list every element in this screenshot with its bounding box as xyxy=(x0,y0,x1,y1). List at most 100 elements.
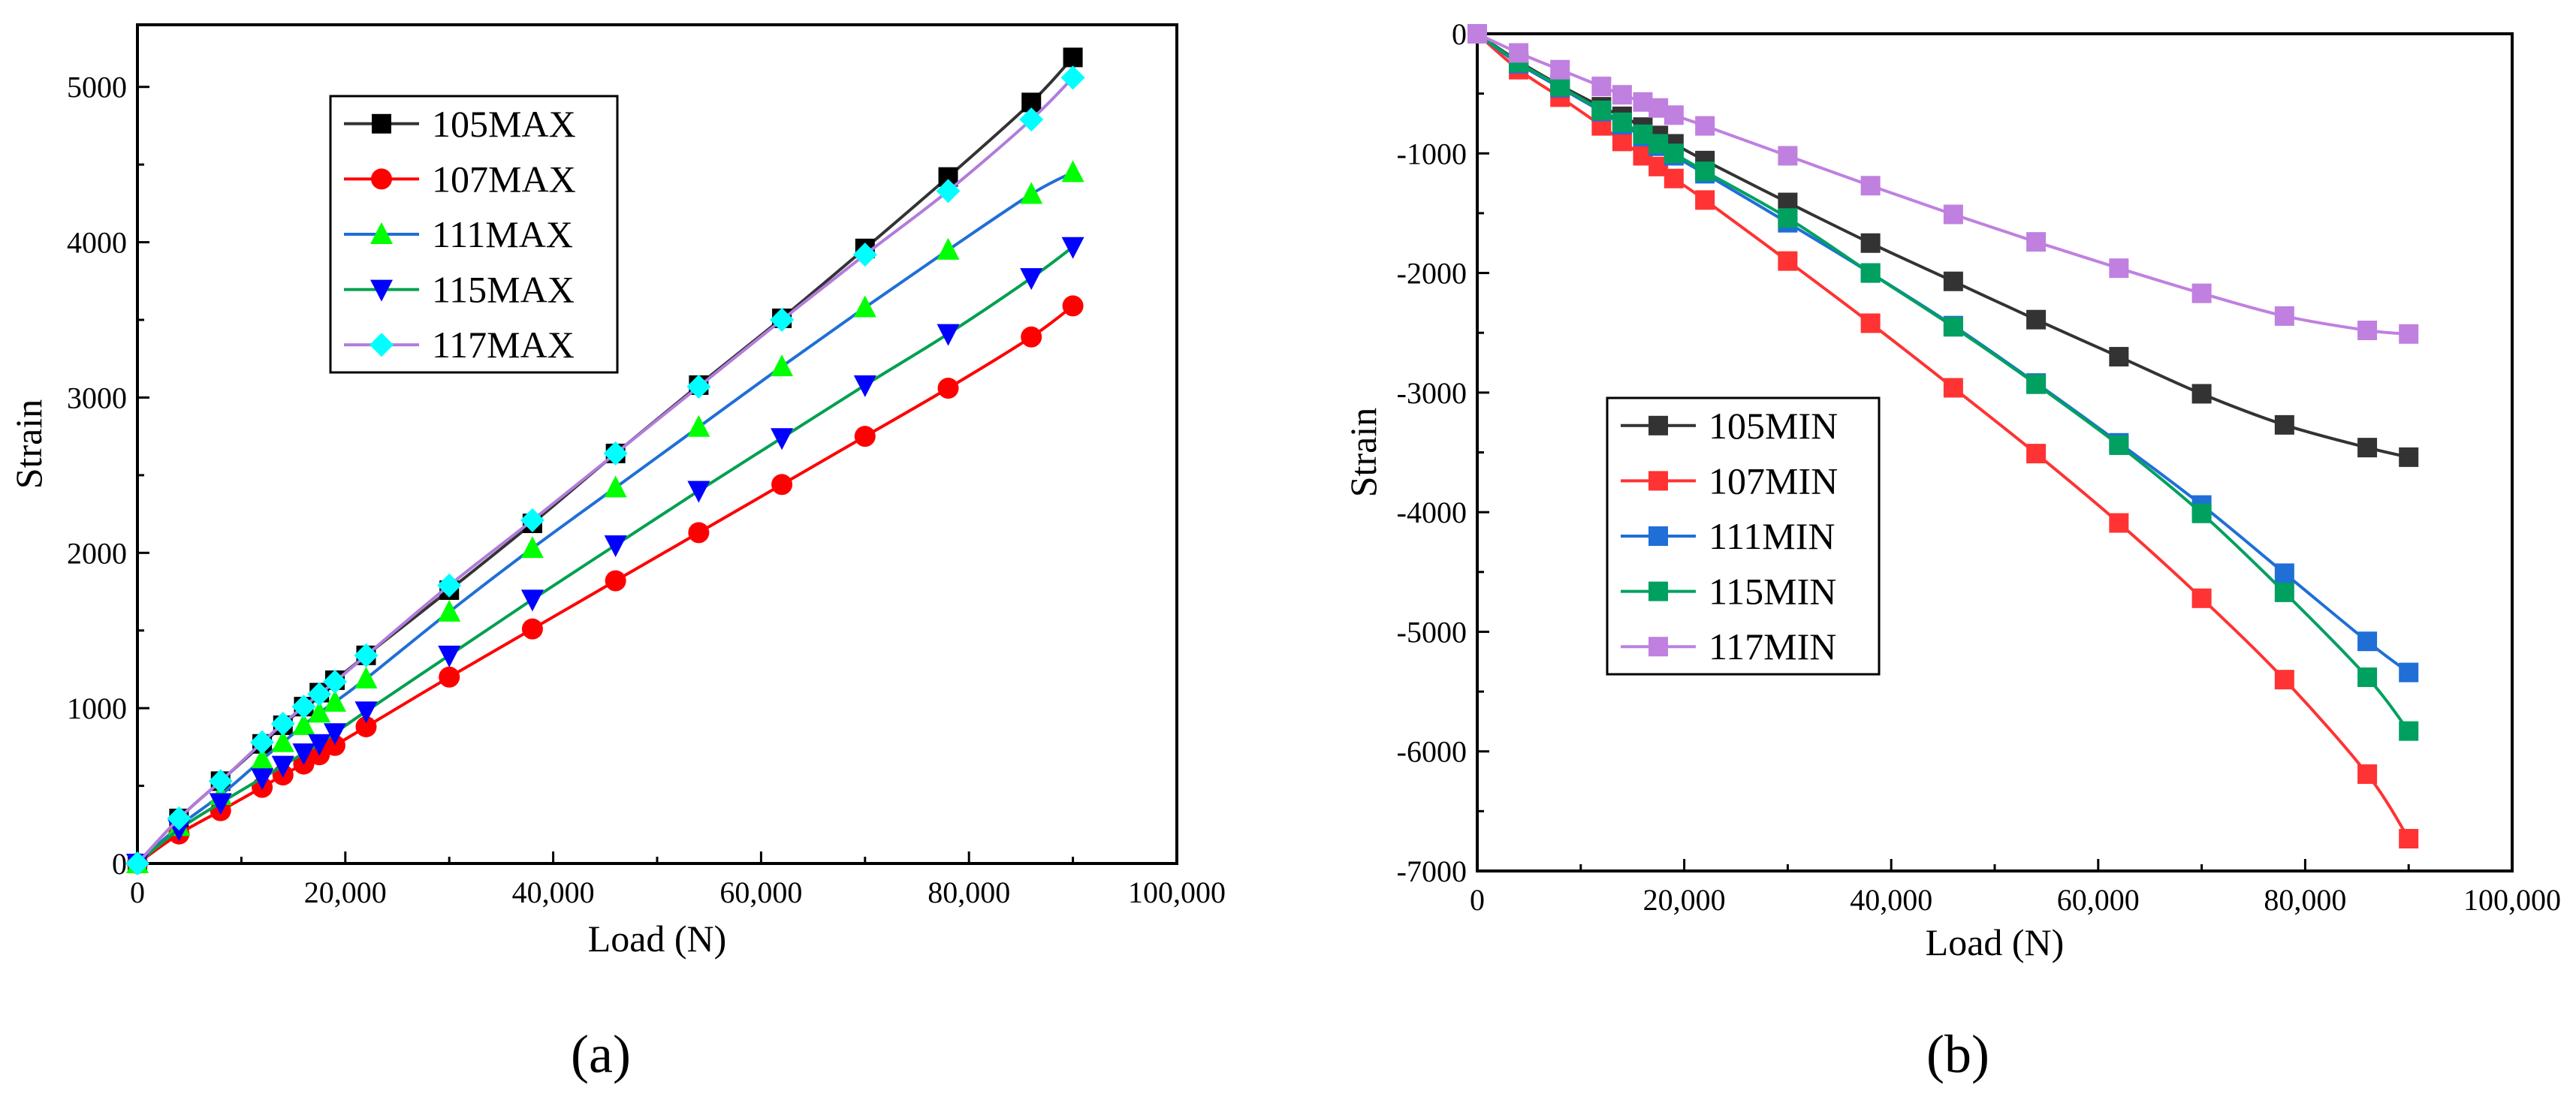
data-point xyxy=(604,475,627,498)
data-point xyxy=(2274,582,2294,602)
data-point xyxy=(1550,59,1570,80)
data-point xyxy=(2399,721,2419,741)
y-tick-label: 3000 xyxy=(67,381,127,414)
data-point xyxy=(2357,631,2378,652)
legend-label: 117MAX xyxy=(432,324,575,366)
data-point xyxy=(937,378,959,399)
data-point xyxy=(1612,112,1632,132)
x-tick-label: 80,000 xyxy=(928,875,1010,909)
data-point xyxy=(2109,258,2129,279)
data-point xyxy=(438,599,461,622)
y-tick-label: 1000 xyxy=(67,692,127,725)
data-point xyxy=(438,645,461,668)
x-tick-label: 0 xyxy=(1470,883,1485,917)
data-point xyxy=(2026,444,2047,464)
y-tick-label: -6000 xyxy=(1397,735,1467,769)
data-point xyxy=(686,374,711,399)
data-point xyxy=(2274,670,2294,690)
x-tick-label: 20,000 xyxy=(1643,883,1726,917)
x-axis-title: Load (N) xyxy=(1926,921,2065,963)
legend-marker xyxy=(370,333,394,357)
chart-panel-b: 0 20,000 40,000 60,000 80,000 100,000 0 -1000 -2… xyxy=(1342,17,2561,1084)
data-point xyxy=(1943,317,1963,337)
legend-label: 111MAX xyxy=(432,213,573,255)
data-point xyxy=(1061,237,1084,259)
data-point xyxy=(1695,190,1715,210)
y-tick-label: 0 xyxy=(112,847,127,881)
data-point xyxy=(439,666,460,688)
data-point xyxy=(2399,324,2419,344)
x-tick-label: 0 xyxy=(130,875,145,909)
data-point xyxy=(1664,105,1684,125)
data-point xyxy=(2274,306,2294,326)
data-point xyxy=(1664,143,1684,164)
y-tick-label: 0 xyxy=(1452,17,1467,51)
data-point xyxy=(1020,182,1043,204)
x-tick-label: 40,000 xyxy=(512,875,595,909)
data-point xyxy=(1019,107,1044,132)
data-point xyxy=(2026,309,2047,330)
data-point xyxy=(354,701,378,724)
legend-label: 105MIN xyxy=(1709,405,1838,447)
data-point xyxy=(2357,764,2378,784)
data-point xyxy=(603,441,628,466)
legend-marker xyxy=(371,168,392,190)
data-point xyxy=(687,481,710,503)
data-point xyxy=(852,243,877,267)
legend-marker xyxy=(1648,581,1668,601)
data-point xyxy=(292,713,315,735)
legend-box xyxy=(1606,396,1881,676)
data-point xyxy=(355,716,377,737)
data-point xyxy=(250,730,275,755)
data-point xyxy=(291,695,316,719)
data-point xyxy=(2109,435,2129,455)
data-point xyxy=(1612,131,1632,152)
data-point xyxy=(770,308,795,333)
data-point xyxy=(1695,161,1715,182)
data-point xyxy=(1860,233,1881,253)
data-point xyxy=(2191,503,2212,523)
data-point xyxy=(125,851,149,875)
data-point xyxy=(270,711,295,736)
x-tick-label: 60,000 xyxy=(719,875,802,909)
data-point xyxy=(308,701,331,723)
y-tick-label: -4000 xyxy=(1397,496,1467,529)
data-point xyxy=(1467,24,1487,44)
data-point xyxy=(1509,43,1529,63)
data-point xyxy=(687,414,710,437)
data-point xyxy=(1860,263,1881,283)
data-point xyxy=(271,730,294,752)
data-point xyxy=(1612,85,1632,105)
legend-label: 115MIN xyxy=(1709,571,1836,613)
data-point xyxy=(1778,146,1798,166)
data-point xyxy=(604,535,627,557)
legend-label: 117MIN xyxy=(1709,625,1836,668)
data-point xyxy=(771,474,793,496)
legend-marker xyxy=(370,222,393,244)
data-point xyxy=(1860,176,1881,196)
data-point xyxy=(1778,251,1798,271)
data-point xyxy=(208,769,233,794)
data-point xyxy=(209,793,232,815)
plot-frame xyxy=(136,23,1178,865)
data-point xyxy=(323,723,346,746)
data-point xyxy=(322,669,347,694)
data-point xyxy=(1943,204,1963,225)
y-tick-label: 4000 xyxy=(67,226,127,260)
data-point xyxy=(1695,116,1715,136)
data-point xyxy=(1021,326,1042,348)
legend-marker xyxy=(370,279,393,302)
data-point xyxy=(2357,321,2378,341)
series-line xyxy=(1477,32,2409,336)
data-point xyxy=(2399,662,2419,683)
data-point xyxy=(520,536,544,559)
x-axis-title: Load (N) xyxy=(588,918,727,960)
data-point xyxy=(2274,563,2294,583)
data-point xyxy=(2357,438,2378,458)
data-point xyxy=(854,426,876,448)
x-tick-label: 100,000 xyxy=(1128,875,1226,909)
panel-label: (b) xyxy=(1926,1024,1989,1084)
data-point xyxy=(2191,384,2212,404)
legend-label: 115MAX xyxy=(432,269,575,311)
data-point xyxy=(271,755,294,778)
